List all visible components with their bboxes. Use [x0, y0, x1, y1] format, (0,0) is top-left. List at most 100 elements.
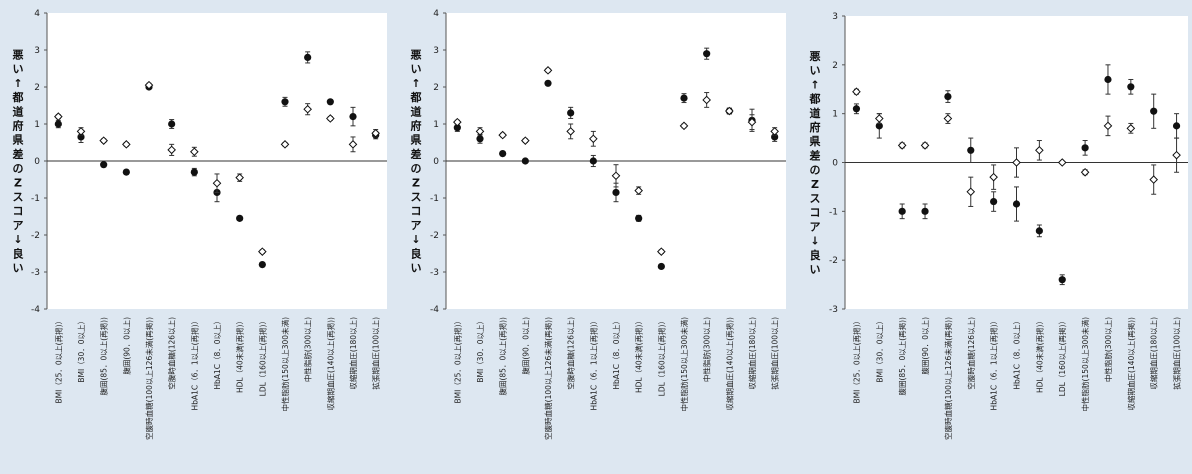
- y-tick-label: -1: [430, 194, 439, 204]
- data-point-circle: [326, 98, 334, 106]
- data-point-diamond: [1057, 158, 1067, 167]
- data-point-circle: [1012, 200, 1021, 208]
- category-label: 収縮期血圧(180以上): [348, 317, 358, 390]
- data-point-circle: [281, 98, 289, 106]
- data-point-diamond: [589, 134, 598, 144]
- data-point-diamond: [1172, 150, 1181, 160]
- data-point-circle: [190, 168, 198, 176]
- data-point-circle: [703, 50, 711, 58]
- y-tick-label: -3: [829, 305, 838, 315]
- data-point-diamond: [1012, 158, 1021, 167]
- category-label: 空腹時血糖(100以上126未満(再掲)): [543, 317, 553, 440]
- data-point-circle: [1058, 276, 1066, 284]
- data-point-diamond: [897, 141, 907, 150]
- category-label: 拡張期血圧(100以上): [371, 317, 381, 390]
- category-label: LDL（160以上(再掲)）: [1057, 317, 1067, 396]
- data-point-diamond: [725, 106, 734, 116]
- data-point-diamond: [702, 95, 711, 105]
- y-tick-label: 1: [34, 120, 40, 130]
- category-label: HDL（40未満(再掲)）: [1034, 317, 1044, 393]
- y-tick-label: 4: [433, 9, 439, 19]
- data-point-diamond: [521, 136, 530, 145]
- category-label: HbA1C（6．1以上(再掲)）: [588, 317, 598, 410]
- category-label: BMI（25．0以上(再掲)）: [851, 317, 861, 404]
- data-point-diamond: [122, 140, 131, 149]
- category-label: HbA1C（6．1以上(再掲)）: [989, 317, 999, 410]
- y-tick-label: -3: [430, 268, 439, 278]
- category-label: 中性脂肪(150以上300未満): [280, 317, 290, 412]
- category-label: 中性脂肪(150以上300未満): [1080, 317, 1090, 412]
- data-point-diamond: [258, 247, 267, 256]
- y-tick-label: 2: [832, 61, 838, 71]
- category-label: HDL（40未満(再掲)）: [634, 317, 644, 393]
- y-tick-label: -4: [31, 305, 40, 315]
- category-label: 収縮期血圧(140以上(再掲)): [1126, 317, 1136, 411]
- category-label: HbA1C（8．0以上）: [1013, 317, 1022, 390]
- data-point-circle: [967, 146, 975, 154]
- y-tick-label: -1: [31, 194, 40, 204]
- data-point-diamond: [54, 112, 63, 121]
- data-point-diamond: [303, 104, 312, 114]
- data-point-diamond: [747, 117, 757, 127]
- category-label: BMI（25．0以上(再掲)）: [452, 317, 462, 404]
- y-tick-label: 0: [433, 157, 439, 167]
- data-point-diamond: [1035, 145, 1044, 155]
- category-label: HbA1C（8．0以上）: [213, 317, 222, 390]
- data-point-circle: [657, 262, 665, 271]
- data-point-circle: [567, 109, 575, 117]
- data-point-diamond: [634, 186, 643, 195]
- data-point-diamond: [657, 247, 666, 256]
- data-point-circle: [589, 157, 597, 165]
- y-tick-label: 4: [34, 9, 40, 19]
- data-point-diamond: [611, 171, 621, 181]
- data-point-circle: [304, 53, 312, 62]
- data-point-circle: [476, 135, 484, 143]
- data-point-diamond: [212, 178, 222, 188]
- category-label: 中性脂肪(150以上300未満): [679, 317, 689, 412]
- category-label: 収縮期血圧(140以上(再掲)): [325, 317, 335, 411]
- category-label: 拡張期血圧(100以上): [1172, 317, 1182, 390]
- category-label: 空腹時血糖(100以上126未満(再掲)): [943, 317, 953, 440]
- data-point-circle: [1127, 83, 1135, 91]
- category-label: 収縮期血圧(140以上(再掲)): [724, 317, 734, 411]
- y-tick-label: -3: [31, 268, 40, 278]
- data-point-circle: [1081, 144, 1089, 152]
- data-point-diamond: [99, 136, 108, 145]
- category-label: HDL（40未満(再掲)）: [235, 317, 245, 393]
- data-point-diamond: [966, 187, 976, 197]
- data-point-circle: [990, 197, 998, 206]
- y-axis-label: 悪い↑都道府県差の Z スコア↓良い: [809, 50, 821, 276]
- data-point-diamond: [498, 130, 507, 140]
- data-point-circle: [680, 94, 688, 102]
- data-point-diamond: [874, 114, 884, 123]
- y-axis-label: 悪い↑都道府県差の Z スコア↓良い: [12, 49, 24, 275]
- data-point-diamond: [1149, 175, 1159, 184]
- category-label: LDL（160以上(再掲)）: [656, 317, 666, 396]
- data-point-diamond: [679, 121, 689, 131]
- data-point-circle: [258, 261, 266, 269]
- data-point-diamond: [280, 140, 290, 149]
- data-point-circle: [852, 105, 861, 113]
- category-label: 中性脂肪(300以上): [303, 317, 313, 382]
- data-point-diamond: [190, 147, 199, 157]
- category-label: 腹囲(85．0以上(再掲)): [897, 317, 907, 396]
- category-label: 中性脂肪(300以上): [702, 317, 712, 382]
- category-label: 空腹時血糖(126以上): [167, 317, 177, 390]
- data-point-circle: [54, 120, 62, 128]
- y-tick-label: -2: [829, 256, 838, 266]
- y-tick-label: 3: [832, 12, 838, 22]
- data-point-diamond: [1080, 167, 1090, 177]
- category-label: 腹囲(90．0以上): [920, 317, 930, 375]
- y-tick-label: 2: [34, 83, 40, 93]
- data-point-circle: [635, 214, 643, 222]
- category-label: 腹囲(90．0以上): [520, 317, 530, 375]
- category-label: 腹囲(85．0以上(再掲)): [99, 317, 109, 396]
- category-label: BMI（30．0以上）: [77, 317, 86, 383]
- category-label: 空腹時血糖(100以上126未満(再掲)): [144, 317, 154, 440]
- y-tick-label: 3: [433, 46, 439, 56]
- data-point-circle: [898, 207, 906, 215]
- category-label: 空腹時血糖(126以上): [566, 317, 576, 390]
- category-label: 腹囲(85．0以上(再掲)): [498, 317, 508, 396]
- data-point-circle: [236, 214, 244, 222]
- data-point-circle: [122, 168, 130, 176]
